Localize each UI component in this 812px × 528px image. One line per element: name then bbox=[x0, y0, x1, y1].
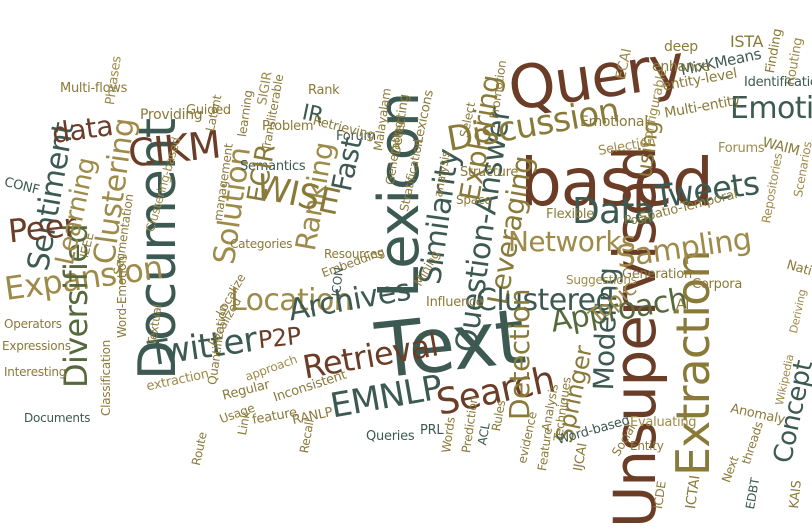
word-deriving: Deriving bbox=[787, 288, 810, 335]
word-resources: Resources bbox=[324, 247, 384, 261]
word-data-lower: data bbox=[49, 108, 115, 151]
word-emotional: Emotional bbox=[580, 114, 648, 130]
word-kais: KAIS bbox=[787, 479, 805, 510]
word-guided: Guided bbox=[186, 103, 231, 118]
word-forums: Forums bbox=[718, 141, 765, 156]
word-operators: Operators bbox=[4, 317, 62, 331]
word-flexible: Flexible bbox=[546, 207, 594, 222]
word-interesting: Interesting bbox=[4, 365, 67, 379]
word-icde: ICDE bbox=[651, 480, 669, 510]
word-link: Link bbox=[235, 410, 253, 437]
word-ista: ISTA bbox=[730, 32, 764, 51]
word-phrases: Phrases bbox=[103, 55, 125, 106]
word-rank: Rank bbox=[308, 83, 340, 98]
word-conf: CONF bbox=[2, 174, 41, 199]
word-structure: Structure bbox=[460, 165, 519, 180]
word-detection: Detection bbox=[503, 289, 536, 420]
word-generation: Generation bbox=[622, 267, 692, 282]
word-route: Route bbox=[189, 430, 210, 467]
word-p2p: P2P bbox=[256, 321, 303, 355]
word-regular: Regular bbox=[220, 377, 272, 404]
word-providing: Providing bbox=[140, 107, 203, 123]
word-native: Native bbox=[784, 257, 812, 284]
word-forum: Forum bbox=[336, 129, 376, 144]
word-classification: Classification bbox=[99, 339, 113, 416]
word-entity: Entity bbox=[630, 439, 664, 453]
word-evaluating: Evaluating bbox=[630, 415, 697, 430]
word-expressions: Expressions bbox=[2, 339, 71, 353]
word-rules: Rules bbox=[489, 399, 509, 433]
word-problem: Problem bbox=[262, 119, 314, 134]
word-influence: Influence bbox=[426, 295, 484, 310]
word-enhance: enhance bbox=[652, 59, 711, 75]
word-identification: Identification bbox=[744, 75, 812, 90]
word-multi-flows: Multi-flows bbox=[60, 81, 128, 96]
word-prl: PRL bbox=[420, 423, 444, 438]
word-icon: ICON bbox=[329, 266, 347, 298]
word-corpora: Corpora bbox=[692, 277, 743, 292]
word-feature: Feature bbox=[535, 426, 555, 472]
word-location: Location bbox=[230, 283, 353, 318]
word-emotion: Emotion bbox=[730, 91, 812, 126]
word-suggestions: Suggestions bbox=[566, 273, 637, 287]
word-threads: threads bbox=[739, 419, 766, 467]
word-words: Words bbox=[439, 416, 458, 454]
word-semantics: Semantics bbox=[240, 159, 306, 174]
word-clustered: Clustered bbox=[476, 283, 615, 318]
word-ijcai: IJCAI bbox=[571, 442, 591, 473]
word-ai: AI bbox=[676, 297, 690, 313]
word-queries: Queries bbox=[366, 429, 415, 444]
word-categories: Categories bbox=[230, 237, 293, 251]
word-post: Post bbox=[624, 213, 649, 227]
word-deep: deep bbox=[664, 39, 698, 55]
word-based: based bbox=[520, 144, 714, 221]
word-finding: Finding bbox=[763, 27, 786, 75]
word-edbt: EDBT bbox=[743, 476, 763, 511]
word-data: Data bbox=[572, 191, 656, 232]
word-next: Next bbox=[719, 454, 742, 485]
word-documents: Documents bbox=[24, 411, 91, 425]
word-ictai: ICTAI bbox=[683, 474, 704, 511]
word-repositories: Repositories bbox=[759, 152, 786, 225]
word-learning-lower: learning bbox=[235, 89, 256, 138]
word-word-emotion: Word-Emotion bbox=[115, 256, 129, 338]
word-space: Space bbox=[456, 193, 492, 207]
word-networks: Networks bbox=[508, 225, 636, 258]
